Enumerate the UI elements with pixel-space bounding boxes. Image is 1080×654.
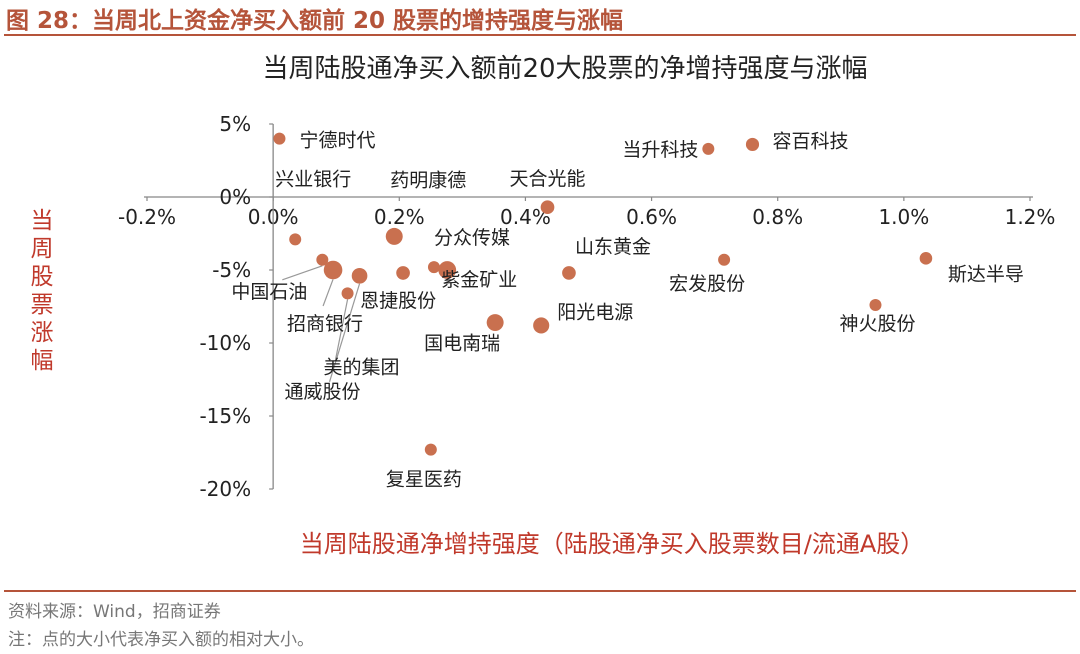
data-point bbox=[533, 317, 550, 334]
x-axis: -0.2% 0.0% 0.2% 0.4% 0.6% 0.8% 1.0% 1.2% bbox=[118, 196, 1055, 229]
data-point bbox=[323, 260, 343, 280]
data-point bbox=[316, 253, 329, 266]
y-axis-ticks: 5% 0% -5% -10% -15% -20% bbox=[199, 112, 274, 501]
y-axis-title-char: 幅 bbox=[31, 348, 54, 374]
footnote: 注：点的大小代表净买入额的相对大小。 bbox=[8, 630, 314, 650]
y-axis-title-char: 涨 bbox=[31, 320, 54, 346]
data-point bbox=[486, 314, 504, 332]
data-point bbox=[351, 268, 368, 284]
y-tick-label: -15% bbox=[199, 404, 251, 428]
data-point bbox=[427, 261, 440, 274]
leader-line bbox=[328, 283, 361, 383]
x-tick-label: 1.0% bbox=[878, 205, 929, 229]
point-label: 宁德时代 bbox=[299, 130, 375, 152]
point-label: 阳光电源 bbox=[557, 301, 633, 323]
point-label: 山东黄金 bbox=[575, 236, 651, 258]
point-label: 宏发股份 bbox=[669, 273, 745, 295]
data-point bbox=[919, 252, 933, 265]
x-tick-label: -0.2% bbox=[118, 205, 176, 229]
y-axis: 5% 0% -5% -10% -15% -20% bbox=[199, 112, 274, 501]
chart-title: 当周陆股通净买入额前20大股票的净增持强度与涨幅 bbox=[262, 54, 867, 84]
leader-line bbox=[282, 265, 323, 281]
x-tick-label: 1.2% bbox=[1005, 205, 1056, 229]
point-label: 国电南瑞 bbox=[424, 333, 500, 355]
y-axis-title-char: 票 bbox=[31, 292, 54, 318]
data-point bbox=[341, 287, 354, 300]
point-label: 天合光能 bbox=[509, 168, 585, 190]
point-label: 药明康德 bbox=[390, 169, 466, 191]
point-label: 招商银行 bbox=[287, 313, 363, 335]
data-points bbox=[273, 132, 933, 456]
point-label: 当升科技 bbox=[622, 139, 698, 161]
y-axis-title-char: 股 bbox=[31, 264, 54, 290]
data-point bbox=[396, 266, 410, 280]
point-label: 恩捷股份 bbox=[360, 290, 436, 312]
point-label: 紫金矿业 bbox=[441, 269, 517, 291]
data-point bbox=[562, 266, 576, 280]
y-tick-label: -10% bbox=[199, 331, 251, 355]
data-point bbox=[438, 261, 457, 279]
data-point bbox=[289, 233, 302, 246]
y-tick-label: 5% bbox=[219, 112, 251, 136]
data-point bbox=[424, 443, 437, 456]
data-point bbox=[540, 200, 555, 215]
figure-title: 图 28：当周北上资金净买入额前 20 股票的增持强度与涨幅 bbox=[6, 8, 624, 34]
figure-header: 图 28：当周北上资金净买入额前 20 股票的增持强度与涨幅 bbox=[0, 0, 1080, 36]
y-tick-label: 0% bbox=[219, 185, 251, 209]
header-divider bbox=[4, 34, 1076, 36]
x-tick-label: 0.2% bbox=[374, 205, 425, 229]
y-axis-title-char: 周 bbox=[31, 236, 54, 262]
point-label: 美的集团 bbox=[324, 356, 400, 378]
x-tick-label: 0.8% bbox=[752, 205, 803, 229]
point-label: 中国石油 bbox=[231, 281, 307, 303]
data-point bbox=[869, 299, 882, 312]
data-point bbox=[718, 253, 731, 266]
data-point bbox=[702, 142, 715, 155]
point-label: 容百科技 bbox=[772, 130, 848, 152]
x-tick-label: 0.6% bbox=[626, 205, 677, 229]
data-point bbox=[385, 227, 403, 245]
data-point bbox=[745, 137, 760, 152]
y-tick-label: -20% bbox=[199, 477, 251, 501]
y-axis-title-char: 当 bbox=[31, 208, 54, 234]
point-label: 通威股份 bbox=[285, 381, 361, 403]
point-label: 分众传媒 bbox=[434, 227, 510, 249]
point-label: 复星医药 bbox=[386, 469, 462, 491]
x-axis-ticks: -0.2% 0.0% 0.2% 0.4% 0.6% 0.8% 1.0% 1.2% bbox=[118, 197, 1055, 229]
x-axis-title: 当周陆股通净增持强度（陆股通净买入股票数目/流通A股） bbox=[300, 530, 925, 558]
data-point bbox=[273, 132, 286, 145]
point-label: 神火股份 bbox=[839, 313, 915, 335]
footer-divider bbox=[4, 590, 1076, 592]
point-label: 斯达半导 bbox=[948, 263, 1024, 285]
leader-line bbox=[322, 279, 334, 307]
point-label: 兴业银行 bbox=[275, 168, 351, 190]
leader-line bbox=[334, 299, 349, 360]
y-tick-label: -5% bbox=[212, 258, 251, 282]
source-note: 资料来源：Wind，招商证券 bbox=[8, 602, 221, 622]
